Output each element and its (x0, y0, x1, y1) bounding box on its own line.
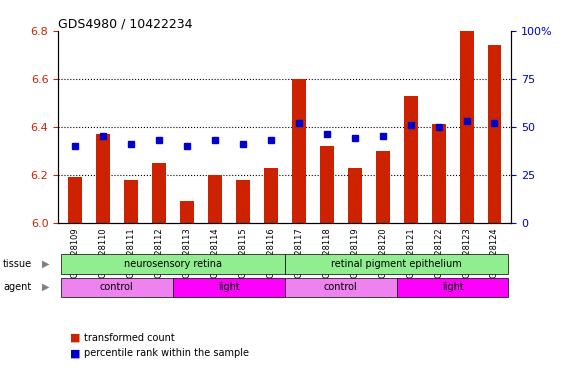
Bar (208, 175, 222, 223)
Text: percentile rank within the sample: percentile rank within the sample (84, 348, 249, 358)
Bar (124, 180, 138, 223)
Text: retinal pigment epithelium: retinal pigment epithelium (331, 259, 462, 269)
Bar (404, 96, 418, 223)
Text: agent: agent (3, 282, 31, 292)
Bar (264, 167, 278, 223)
Bar (320, 146, 333, 223)
Bar (152, 163, 166, 223)
FancyBboxPatch shape (61, 255, 285, 273)
Text: control: control (324, 282, 357, 292)
Text: ▶: ▶ (42, 259, 49, 269)
Bar (180, 201, 194, 223)
FancyBboxPatch shape (397, 278, 508, 296)
Bar (96, 134, 110, 223)
Text: control: control (100, 282, 134, 292)
Text: light: light (218, 282, 239, 292)
Bar (460, 31, 474, 223)
Bar (292, 79, 306, 223)
Text: neurosensory retina: neurosensory retina (124, 259, 222, 269)
Text: ■: ■ (70, 333, 80, 343)
FancyBboxPatch shape (61, 278, 173, 296)
Text: ■: ■ (70, 348, 80, 358)
Bar (347, 167, 361, 223)
Text: tissue: tissue (3, 259, 32, 269)
Bar (487, 45, 501, 223)
Bar (236, 180, 250, 223)
Text: GDS4980 / 10422234: GDS4980 / 10422234 (58, 17, 192, 30)
Bar (68, 177, 82, 223)
Text: ▶: ▶ (42, 282, 49, 292)
Text: transformed count: transformed count (84, 333, 175, 343)
FancyBboxPatch shape (285, 278, 397, 296)
Bar (375, 151, 390, 223)
FancyBboxPatch shape (173, 278, 285, 296)
FancyBboxPatch shape (285, 255, 508, 273)
Text: light: light (442, 282, 464, 292)
Bar (432, 124, 446, 223)
